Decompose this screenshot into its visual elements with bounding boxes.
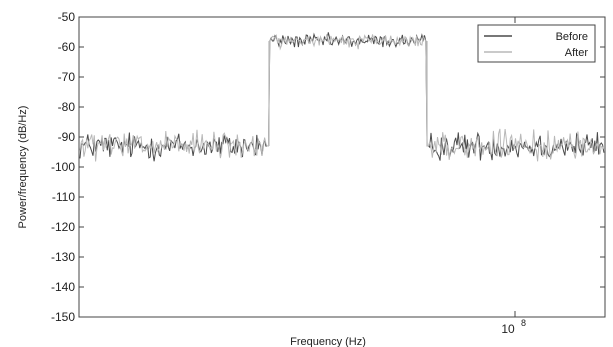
- x-tick-label-exponent: 8: [521, 318, 526, 328]
- plot-area: -50-60-70-80-90-100-110-120-130-140-150 …: [51, 10, 606, 336]
- legend: Before After: [477, 24, 596, 63]
- y-tick-label: -100: [51, 160, 75, 174]
- y-tick-label: -60: [58, 40, 76, 54]
- y-tick-label: -120: [51, 220, 75, 234]
- legend-box: [477, 24, 596, 63]
- legend-label-after: After: [565, 47, 589, 59]
- legend-label-before: Before: [556, 31, 588, 43]
- y-tick-label: -140: [51, 280, 75, 294]
- y-axis-title: Power/frequency (dB/Hz): [17, 106, 29, 229]
- series-line-after: [79, 33, 605, 162]
- series-layer: [79, 32, 605, 162]
- y-tick-label: -130: [51, 250, 75, 264]
- y-tick-label: -110: [52, 190, 75, 204]
- y-tick-label: -70: [58, 70, 76, 84]
- y-tick-label: -50: [58, 10, 76, 24]
- y-axis-ticks: -50 -60 -70 -80 -90 -100 -110 -120 -130 -140 -150: [51, 10, 605, 324]
- y-tick-label: -150: [51, 310, 75, 324]
- y-tick-label: -90: [58, 130, 76, 144]
- x-tick-label: 10: [501, 322, 515, 336]
- x-axis-ticks: 10 8: [501, 17, 526, 336]
- x-axis-title: Frequency (Hz): [290, 336, 366, 347]
- y-tick-label: -80: [58, 100, 76, 114]
- plot-frame: [78, 16, 606, 318]
